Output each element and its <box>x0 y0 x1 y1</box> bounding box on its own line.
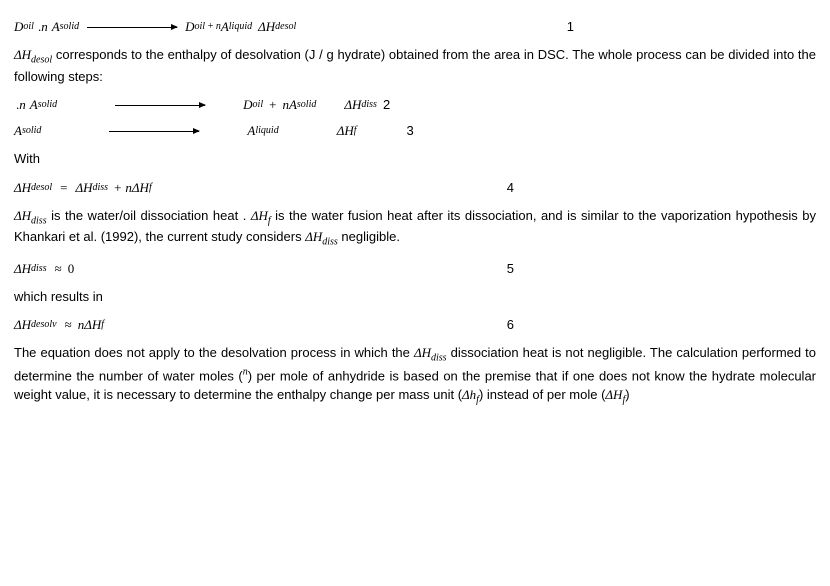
eq6-num: 6 <box>294 316 514 334</box>
inl-dhf-h: Δh <box>462 387 476 402</box>
sym-desol: desol <box>275 20 296 34</box>
p4-t5: ) <box>625 387 629 402</box>
p4-t1: The equation does not apply to the desol… <box>14 345 414 360</box>
inl-dHdesol-H: ΔH <box>14 47 31 62</box>
para-2: ΔHdiss is the water/oil dissociation hea… <box>14 207 816 250</box>
sym-oil: oil <box>23 20 34 34</box>
arrow-icon <box>115 105 205 106</box>
sym-D: D <box>14 18 23 36</box>
eq4-f: f <box>149 181 152 195</box>
equation-2: . n Asolid Doil + nAsolid ΔHdiss 2 <box>14 96 816 114</box>
eq2-nA-A: A <box>289 96 297 114</box>
eq3-solid: solid <box>22 124 41 138</box>
eq2-solid: solid <box>38 98 57 112</box>
eq5-num: 5 <box>294 260 514 278</box>
eq4-dH3: ΔH <box>132 179 149 197</box>
p2-t1: is the water/oil dissociation heat . <box>47 208 251 223</box>
inl-dHdesol-s: desol <box>31 55 52 66</box>
p2-t3: negligible. <box>338 229 400 244</box>
eq2-oil: oil <box>253 98 264 112</box>
sym-liquid: liquid <box>229 20 252 34</box>
equation-6: ΔHdesolv ≈ nΔHf 6 <box>14 316 816 334</box>
equation-4: ΔHdesol = ΔHdiss + nΔHf 4 <box>14 179 816 197</box>
eq3-A2: A <box>247 122 255 140</box>
eq4-diss: diss <box>93 181 109 195</box>
eq5-approx: ≈ <box>55 260 62 278</box>
para-1-text: corresponds to the enthalpy of desolvati… <box>14 47 816 84</box>
eq4-lhs: ΔHdesol = ΔHdiss + nΔHf <box>14 179 294 197</box>
eq3-liquid: liquid <box>255 124 278 138</box>
equation-3: Asolid Aliquid ΔHf 3 <box>14 122 816 140</box>
eq4-plus: + <box>114 179 121 197</box>
sym-dH: ΔH <box>258 18 275 36</box>
para-3: which results in <box>14 288 816 306</box>
eq2-diss: diss <box>361 98 377 112</box>
eq2-nA-solid: solid <box>297 98 316 112</box>
sym-solid: solid <box>60 20 79 34</box>
p4-t4: ) instead of per mole ( <box>479 387 605 402</box>
inl-dHdiss3-H: ΔH <box>414 345 431 360</box>
eq6-desolv: desolv <box>31 318 57 332</box>
eq6-approx: ≈ <box>65 316 72 334</box>
eq2-D: D <box>243 96 252 114</box>
eq2-num: 2 <box>377 96 443 114</box>
arrow-icon <box>87 27 177 28</box>
sym-oil2: oil <box>195 20 206 34</box>
eq2-plus: + <box>269 96 276 114</box>
equation-5: ΔHdiss ≈ 0 5 <box>14 260 816 278</box>
eq1-lhs: Doil . n Asolid Doil + n Aliquid ΔHdesol <box>14 18 354 36</box>
eq4-dH1: ΔH <box>14 179 31 197</box>
inl-DHf-H: ΔH <box>605 387 622 402</box>
inl-dHdiss2-s: diss <box>322 237 338 248</box>
eq2-n: n <box>19 96 26 114</box>
sym-A: A <box>52 18 60 36</box>
eq5-diss: diss <box>31 262 47 276</box>
eq1-num: 1 <box>354 18 574 36</box>
inl-dHf-H: ΔH <box>251 208 268 223</box>
with-label: With <box>14 150 816 168</box>
inl-dHdiss3-s: diss <box>431 353 447 364</box>
para-4: The equation does not apply to the desol… <box>14 344 816 407</box>
para-1: ΔHdesol corresponds to the enthalpy of d… <box>14 46 816 86</box>
inl-dHdiss-H: ΔH <box>14 208 31 223</box>
eq3-num: 3 <box>357 122 507 140</box>
eq3-lhs: Asolid Aliquid ΔHf <box>14 122 357 140</box>
eq6-dH: ΔH <box>14 316 31 334</box>
eq6-lhs: ΔHdesolv ≈ nΔHf <box>14 316 294 334</box>
eq2-dH: ΔH <box>344 96 361 114</box>
sym-n: n <box>41 18 48 36</box>
eq6-dH2: ΔH <box>84 316 101 334</box>
sym-A2: A <box>221 18 229 36</box>
eq4-num: 4 <box>294 179 514 197</box>
eq5-lhs: ΔHdiss ≈ 0 <box>14 260 294 278</box>
sym-plus-sub: + <box>207 20 214 34</box>
eq6-f: f <box>101 318 104 332</box>
inl-dHdiss-s: diss <box>31 215 47 226</box>
sym-D2: D <box>185 18 194 36</box>
inl-dHdiss2-H: ΔH <box>305 229 322 244</box>
eq2-A: A <box>30 96 38 114</box>
eq5-zero: 0 <box>68 260 75 278</box>
eq2-lhs: . n Asolid Doil + nAsolid ΔHdiss <box>14 96 377 114</box>
eq4-eq: = <box>60 179 67 197</box>
eq4-dH2: ΔH <box>75 179 92 197</box>
equation-1: Doil . n Asolid Doil + n Aliquid ΔHdesol… <box>14 18 816 36</box>
eq4-desol: desol <box>31 181 52 195</box>
arrow-icon <box>109 131 199 132</box>
eq3-dH: ΔH <box>337 122 354 140</box>
eq5-dH: ΔH <box>14 260 31 278</box>
eq3-A: A <box>14 122 22 140</box>
